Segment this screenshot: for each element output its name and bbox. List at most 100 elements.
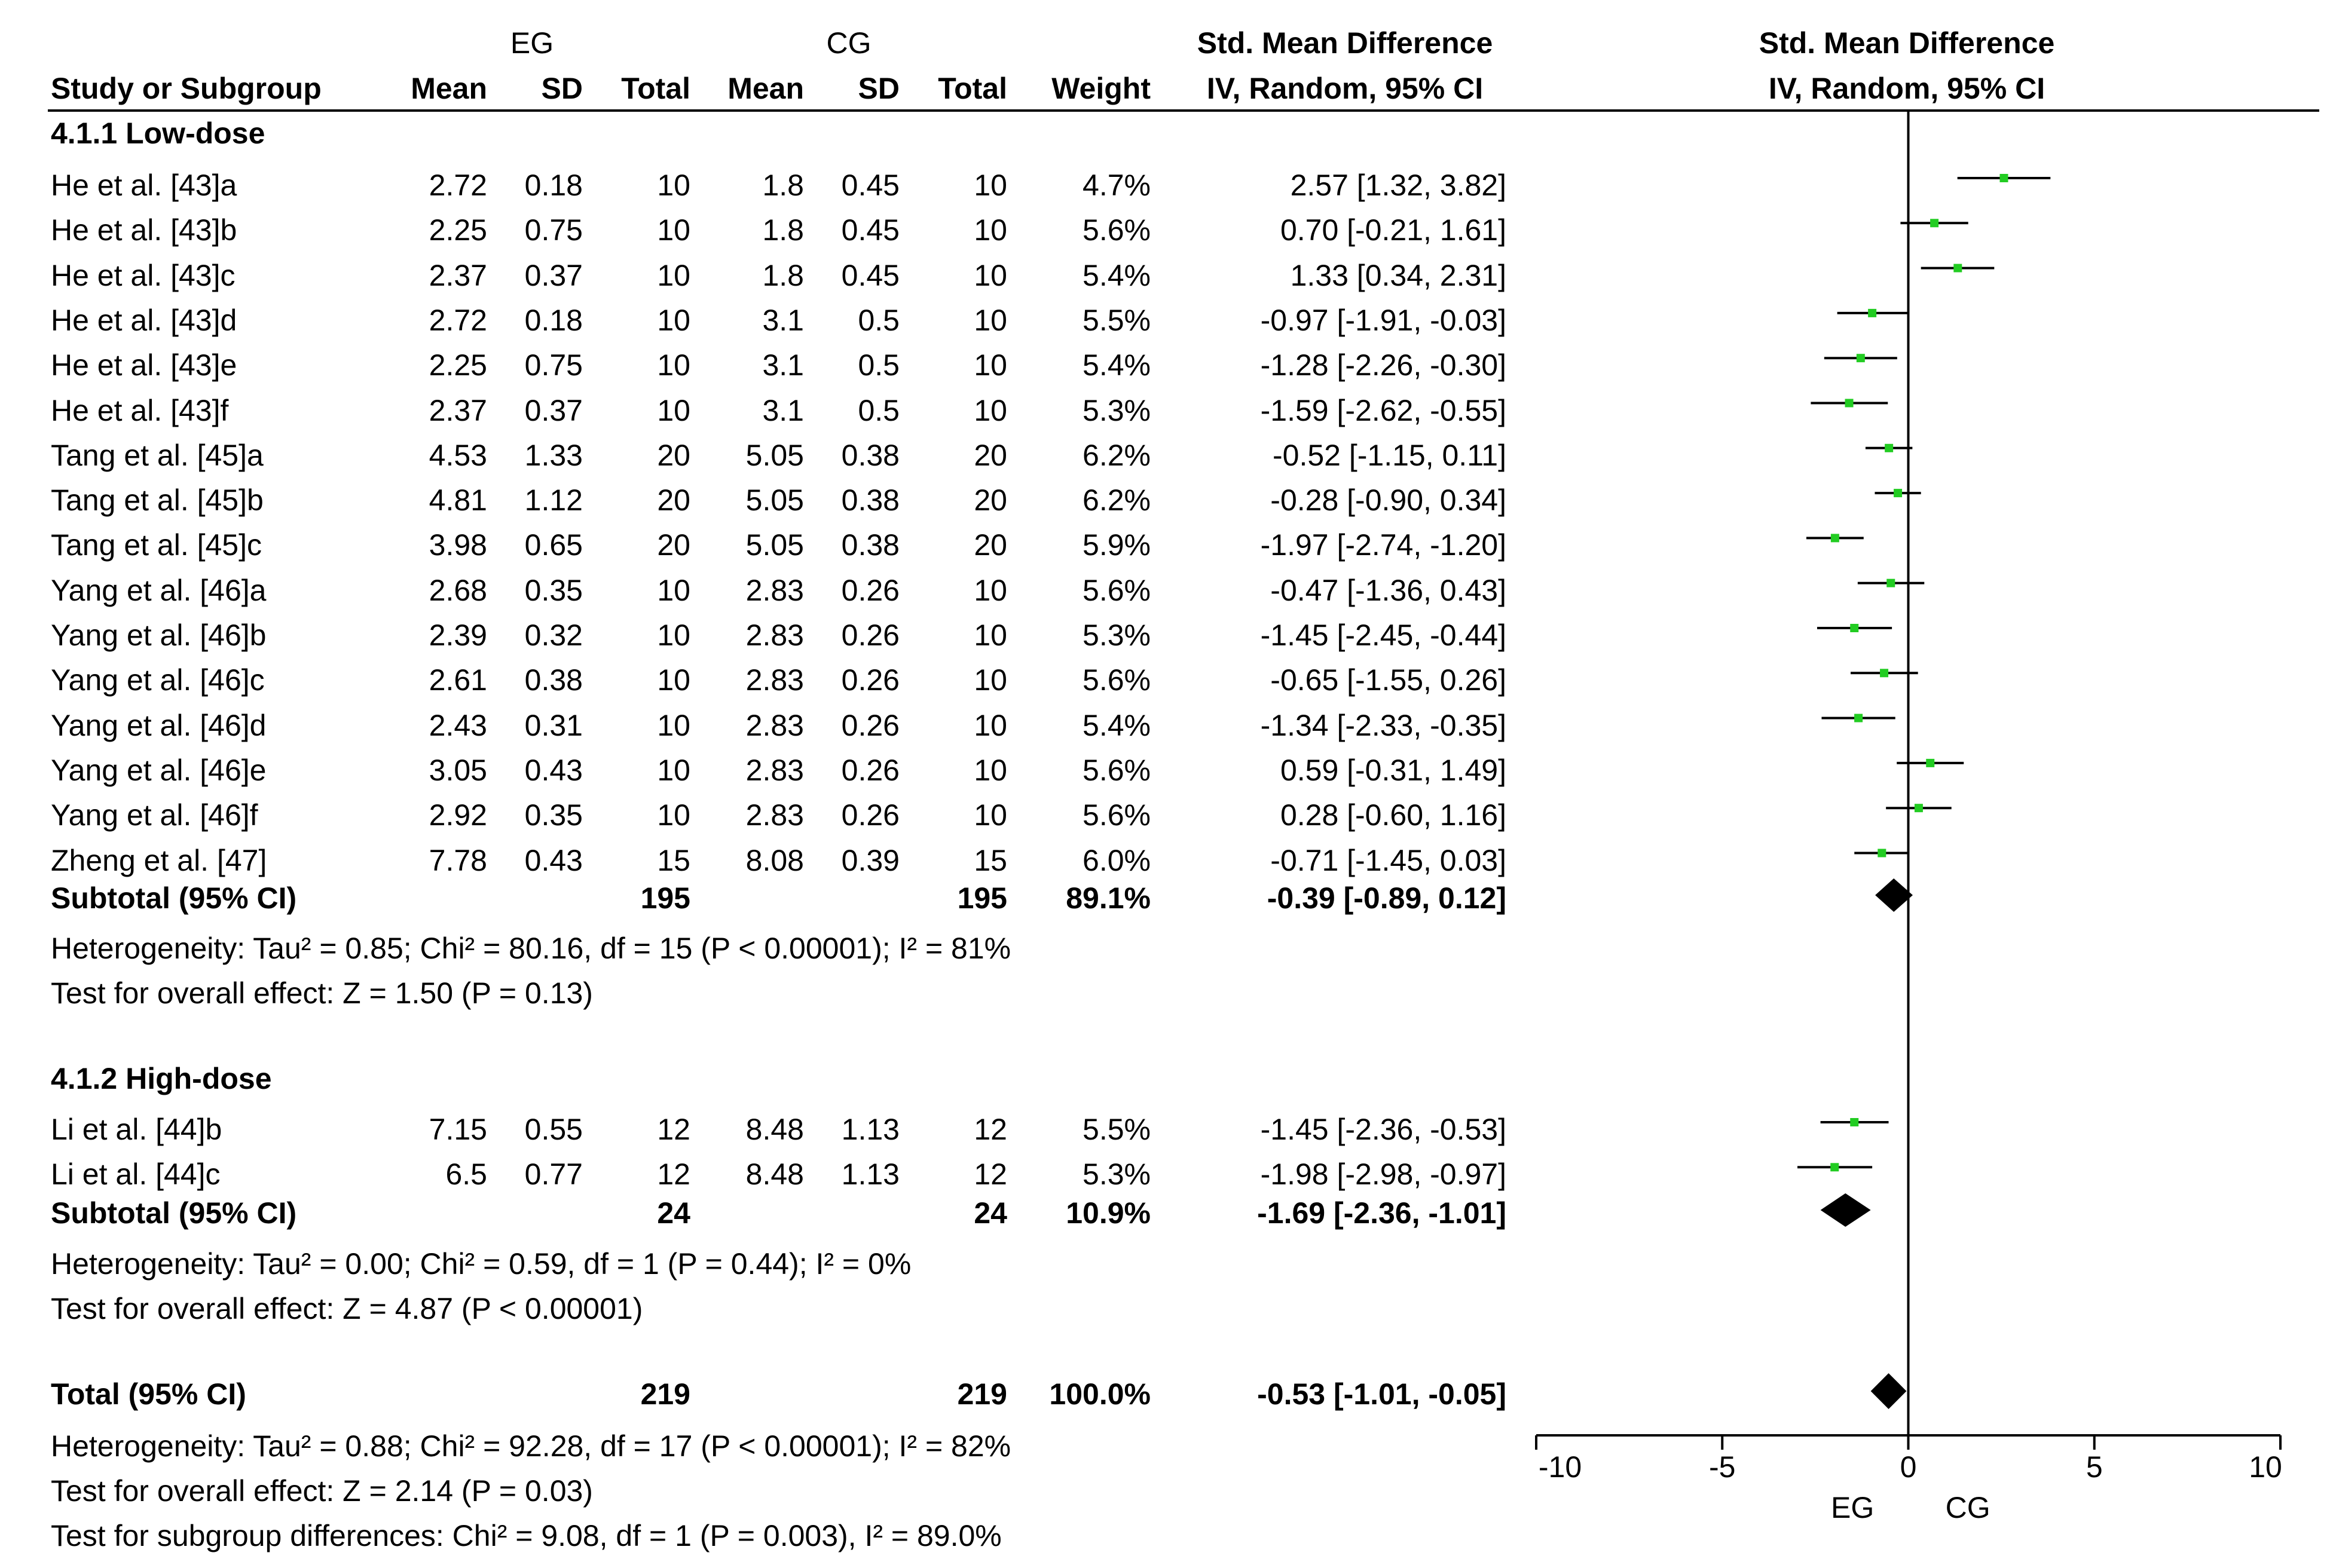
favours-cg-label: CG bbox=[1946, 1491, 1990, 1524]
table-cell-ci: -1.97 [-2.74, -1.20] bbox=[1260, 528, 1506, 562]
table-cell-cg-total: 20 bbox=[974, 528, 1007, 562]
heterogeneity-text: Heterogeneity: Tau² = 0.00; Chi² = 0.59,… bbox=[51, 1247, 912, 1281]
table-cell-weight: 4.7% bbox=[1083, 169, 1151, 202]
table-cell-cg-total: 10 bbox=[974, 169, 1007, 202]
table-cell-eg-sd: 0.38 bbox=[524, 663, 583, 697]
subgroup-title: 4.1.2 High-dose bbox=[51, 1062, 272, 1095]
table-cell-eg-mean: 2.25 bbox=[429, 348, 487, 382]
table-cell-eg-sd: 0.75 bbox=[524, 348, 583, 382]
table-cell-eg-sd: 0.77 bbox=[524, 1157, 583, 1192]
table-cell-cg-sd: 0.38 bbox=[841, 438, 900, 472]
table-cell-eg-total: 20 bbox=[657, 438, 690, 472]
x-axis-tick-label: -5 bbox=[1709, 1450, 1735, 1484]
table-cell-cg-total: 12 bbox=[974, 1113, 1007, 1146]
table-row-study: Yang et al. [46]e bbox=[51, 753, 267, 787]
table-row-study: He et al. [43]b bbox=[51, 213, 237, 247]
table-cell-cg-total: 10 bbox=[974, 663, 1007, 697]
table-cell-eg-total: 10 bbox=[657, 303, 690, 337]
table-cell-eg-sd: 0.18 bbox=[524, 169, 583, 202]
subtotal-label: Subtotal (95% CI) bbox=[51, 1196, 297, 1230]
header-eg-mean: Mean bbox=[411, 72, 487, 105]
study-point-marker bbox=[1830, 1163, 1839, 1172]
study-point-marker bbox=[1850, 1118, 1859, 1126]
summary-diamond bbox=[1820, 1193, 1871, 1227]
table-cell-weight: 5.6% bbox=[1083, 753, 1151, 787]
favours-eg-label: EG bbox=[1831, 1491, 1874, 1524]
table-cell-cg-mean: 1.8 bbox=[762, 258, 804, 292]
table-cell-eg-total: 10 bbox=[657, 753, 690, 787]
summary-diamond bbox=[1875, 878, 1913, 912]
table-cell-weight: 6.2% bbox=[1083, 438, 1151, 472]
table-cell-ci: -1.45 [-2.45, -0.44] bbox=[1260, 618, 1506, 652]
total-weight: 100.0% bbox=[1049, 1377, 1151, 1411]
table-cell-ci: -0.65 [-1.55, 0.26] bbox=[1270, 663, 1506, 697]
table-cell-ci: 0.59 [-0.31, 1.49] bbox=[1280, 753, 1506, 787]
table-row-study: He et al. [43]e bbox=[51, 348, 237, 382]
table-cell-ci: -1.28 [-2.26, -0.30] bbox=[1260, 348, 1506, 382]
table-cell-eg-sd: 0.55 bbox=[524, 1113, 583, 1146]
table-cell-cg-mean: 5.05 bbox=[745, 483, 804, 517]
study-point-marker bbox=[1914, 804, 1923, 813]
table-cell-weight: 5.3% bbox=[1083, 1157, 1151, 1192]
table-cell-cg-mean: 5.05 bbox=[745, 528, 804, 562]
study-point-marker bbox=[1850, 624, 1859, 632]
table-cell-eg-sd: 0.35 bbox=[524, 798, 583, 832]
subtotal-ci: -1.69 [-2.36, -1.01] bbox=[1257, 1196, 1506, 1230]
table-cell-cg-total: 10 bbox=[974, 393, 1007, 427]
table-cell-ci: -0.28 [-0.90, 0.34] bbox=[1270, 483, 1506, 517]
table-row-study: Yang et al. [46]f bbox=[51, 798, 258, 832]
table-cell-cg-mean: 8.48 bbox=[745, 1113, 804, 1146]
study-point-marker bbox=[1930, 219, 1939, 228]
overall-effect-text: Test for overall effect: Z = 4.87 (P < 0… bbox=[51, 1292, 643, 1325]
table-cell-cg-mean: 2.83 bbox=[745, 663, 804, 697]
table-cell-cg-mean: 2.83 bbox=[745, 753, 804, 787]
subtotal-cg-total: 195 bbox=[957, 881, 1007, 915]
table-cell-cg-sd: 0.5 bbox=[858, 348, 900, 382]
table-cell-eg-total: 15 bbox=[657, 843, 690, 877]
study-point-marker bbox=[1894, 489, 1903, 498]
total-cg-total: 219 bbox=[957, 1377, 1007, 1411]
heterogeneity-text: Heterogeneity: Tau² = 0.85; Chi² = 80.16… bbox=[51, 932, 1011, 965]
study-point-marker bbox=[1868, 308, 1877, 317]
table-cell-eg-mean: 2.39 bbox=[429, 618, 487, 652]
table-cell-eg-total: 10 bbox=[657, 258, 690, 292]
table-cell-cg-total: 20 bbox=[974, 483, 1007, 517]
table-cell-weight: 5.3% bbox=[1083, 393, 1151, 427]
table-cell-cg-mean: 2.83 bbox=[745, 618, 804, 652]
table-cell-eg-mean: 2.43 bbox=[429, 708, 487, 742]
table-cell-cg-total: 10 bbox=[974, 303, 1007, 337]
table-cell-cg-sd: 0.26 bbox=[841, 798, 900, 832]
table-cell-cg-sd: 0.26 bbox=[841, 663, 900, 697]
study-point-marker bbox=[1885, 443, 1894, 452]
table-cell-ci: -0.52 [-1.15, 0.11] bbox=[1273, 438, 1506, 472]
table-cell-eg-mean: 6.5 bbox=[445, 1157, 487, 1192]
table-cell-weight: 5.4% bbox=[1083, 258, 1151, 292]
table-cell-weight: 5.9% bbox=[1083, 528, 1151, 562]
study-point-marker bbox=[1880, 669, 1889, 678]
table-cell-cg-total: 10 bbox=[974, 753, 1007, 787]
table-cell-weight: 5.6% bbox=[1083, 798, 1151, 832]
x-axis-tick-label: 5 bbox=[2086, 1450, 2103, 1484]
total-heterogeneity-text: Heterogeneity: Tau² = 0.88; Chi² = 92.28… bbox=[51, 1429, 1011, 1463]
table-cell-cg-sd: 0.26 bbox=[841, 708, 900, 742]
study-point-marker bbox=[1878, 849, 1886, 858]
table-cell-cg-mean: 2.83 bbox=[745, 708, 804, 742]
header-weight: Weight bbox=[1051, 72, 1151, 105]
table-cell-cg-mean: 2.83 bbox=[745, 798, 804, 832]
subgroup-title: 4.1.1 Low-dose bbox=[51, 117, 265, 150]
table-cell-weight: 5.6% bbox=[1083, 213, 1151, 247]
table-cell-weight: 5.3% bbox=[1083, 618, 1151, 652]
table-cell-eg-total: 10 bbox=[657, 573, 690, 607]
table-cell-cg-mean: 3.1 bbox=[762, 393, 804, 427]
summary-diamond bbox=[1870, 1373, 1907, 1409]
table-cell-eg-mean: 2.37 bbox=[429, 258, 487, 292]
total-ci: -0.53 [-1.01, -0.05] bbox=[1257, 1377, 1506, 1411]
header-plot-method: IV, Random, 95% CI bbox=[1768, 72, 2045, 105]
table-cell-eg-total: 10 bbox=[657, 213, 690, 247]
table-cell-ci: -0.47 [-1.36, 0.43] bbox=[1270, 573, 1506, 607]
subtotal-weight: 89.1% bbox=[1066, 881, 1151, 915]
table-cell-cg-total: 10 bbox=[974, 618, 1007, 652]
table-cell-eg-sd: 0.65 bbox=[524, 528, 583, 562]
table-cell-eg-mean: 4.53 bbox=[429, 438, 487, 472]
subtotal-weight: 10.9% bbox=[1066, 1196, 1151, 1230]
